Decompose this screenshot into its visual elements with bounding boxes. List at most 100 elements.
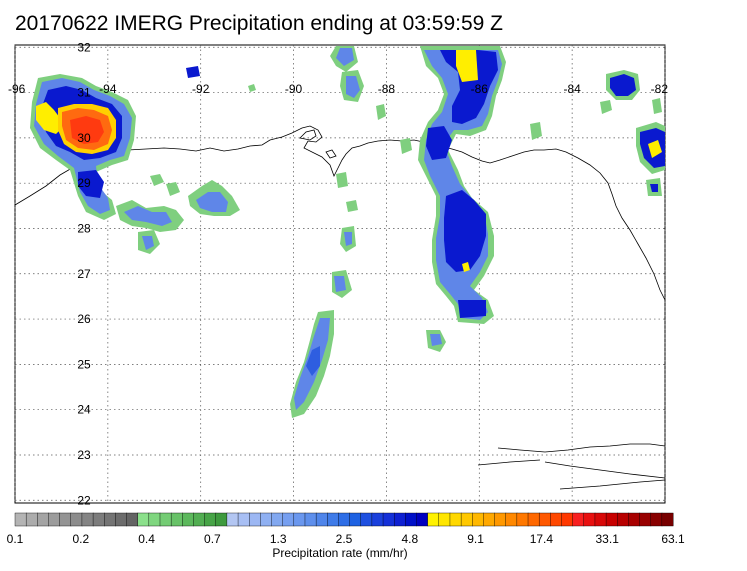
colorbar-swatch bbox=[483, 512, 496, 527]
colorbar-swatch bbox=[639, 512, 652, 527]
colorbar-swatch bbox=[594, 512, 607, 527]
longitude-label: -82 bbox=[651, 82, 669, 96]
colorbar-swatch bbox=[538, 512, 551, 527]
latitude-label: 30 bbox=[77, 131, 91, 145]
colorbar-tick-label: 0.1 bbox=[6, 532, 24, 546]
colorbar-swatch bbox=[382, 512, 395, 527]
latitude-label: 24 bbox=[77, 403, 91, 417]
colorbar-swatch bbox=[460, 512, 473, 527]
colorbar-swatch bbox=[92, 512, 105, 527]
colorbar-swatch bbox=[260, 512, 273, 527]
colorbar-swatch bbox=[148, 512, 161, 527]
colorbar-swatch bbox=[516, 512, 529, 527]
longitude-label: -86 bbox=[471, 82, 489, 96]
colorbar-swatch bbox=[48, 512, 61, 527]
colorbar-swatch bbox=[472, 512, 484, 527]
colorbar-swatch bbox=[25, 512, 38, 527]
colorbar-tick-label: 0.2 bbox=[72, 532, 90, 546]
latitude-label: 26 bbox=[77, 312, 91, 326]
longitude-labels: -96 -94 -92 -90 -88 -86 -84 -82 bbox=[8, 82, 668, 96]
colorbar-swatch bbox=[449, 512, 462, 527]
colorbar-swatch bbox=[237, 512, 250, 527]
colorbar-swatch bbox=[438, 512, 451, 527]
latitude-label: 28 bbox=[77, 221, 91, 235]
colorbar-swatch bbox=[527, 512, 540, 527]
colorbar-swatch bbox=[249, 512, 261, 527]
latitude-label: 31 bbox=[77, 86, 91, 100]
precip-outline-west-2 bbox=[78, 170, 104, 198]
colorbar-swatch bbox=[494, 512, 507, 527]
colorbar-swatch bbox=[115, 512, 128, 527]
colorbar-tick-label: 9.1 bbox=[467, 532, 484, 546]
colorbar-swatch bbox=[282, 512, 295, 527]
colorbar-swatch bbox=[661, 512, 674, 527]
colorbar-tick-label: 33.1 bbox=[595, 532, 619, 546]
colorbar-swatch bbox=[137, 512, 150, 527]
colorbar-swatch bbox=[226, 512, 239, 527]
colorbar-swatch bbox=[215, 512, 228, 527]
colorbar-swatch bbox=[360, 512, 373, 527]
map-title: 20170622 IMERG Precipitation ending at 0… bbox=[15, 12, 503, 35]
colorbar-swatch bbox=[271, 512, 284, 527]
colorbar-tick-label: 1.3 bbox=[269, 532, 287, 546]
longitude-label: -90 bbox=[285, 82, 303, 96]
colorbar-swatch bbox=[427, 512, 440, 527]
colorbar-tick-label: 63.1 bbox=[661, 532, 685, 546]
colorbar-swatch bbox=[59, 512, 72, 527]
colorbar-swatch bbox=[650, 512, 663, 527]
colorbar-swatch bbox=[14, 512, 27, 527]
precip-cells bbox=[30, 46, 665, 418]
latitude-label: 22 bbox=[77, 493, 91, 507]
longitude-label: -94 bbox=[99, 82, 117, 96]
colorbar-swatch bbox=[81, 512, 94, 527]
longitude-label: -96 bbox=[8, 82, 26, 96]
colorbar-swatch bbox=[561, 512, 574, 527]
latitude-label: 29 bbox=[77, 176, 91, 190]
colorbar-swatch bbox=[327, 512, 339, 527]
colorbar-swatch bbox=[583, 512, 596, 527]
longitude-label: -92 bbox=[192, 82, 210, 96]
colorbar-swatch bbox=[126, 512, 139, 527]
colorbar-swatch bbox=[338, 512, 351, 527]
colorbar-swatch bbox=[349, 512, 362, 527]
colorbar-swatch bbox=[505, 512, 518, 527]
precip-intense-west-core bbox=[70, 116, 104, 144]
colorbar-swatch bbox=[37, 512, 49, 527]
colorbar-swatch bbox=[104, 512, 116, 527]
precip-heavy-west bbox=[36, 102, 62, 134]
colorbar-swatch bbox=[193, 512, 206, 527]
latitude-label: 25 bbox=[77, 357, 91, 371]
colorbar-swatch bbox=[550, 512, 562, 527]
colorbar-swatch bbox=[315, 512, 328, 527]
colorbar-tick-label: 0.7 bbox=[204, 532, 221, 546]
colorbar-tick-label: 17.4 bbox=[529, 532, 554, 546]
longitude-label: -88 bbox=[378, 82, 396, 96]
colorbar-swatch bbox=[170, 512, 183, 527]
colorbar-swatch bbox=[572, 512, 585, 527]
latitude-label: 32 bbox=[77, 40, 91, 54]
colorbar-tick-label: 0.4 bbox=[138, 532, 155, 546]
colorbar bbox=[14, 512, 674, 527]
colorbar-swatch bbox=[204, 512, 217, 527]
colorbar-swatch bbox=[371, 512, 384, 527]
colorbar-swatch bbox=[304, 512, 317, 527]
longitude-label: -84 bbox=[563, 82, 581, 96]
colorbar-swatch bbox=[416, 512, 429, 527]
colorbar-swatch bbox=[70, 512, 83, 527]
colorbar-tick-label: 2.5 bbox=[335, 532, 353, 546]
coastline bbox=[14, 125, 666, 490]
colorbar-swatch bbox=[159, 512, 172, 527]
latitude-label: 23 bbox=[77, 448, 91, 462]
colorbar-tick-label: 4.8 bbox=[401, 532, 419, 546]
colorbar-swatch bbox=[605, 512, 618, 527]
colorbar-swatch bbox=[617, 512, 629, 527]
colorbar-swatch bbox=[393, 512, 406, 527]
latitude-label: 27 bbox=[77, 267, 91, 281]
colorbar-swatch bbox=[405, 512, 417, 527]
colorbar-swatch bbox=[628, 512, 641, 527]
latitude-labels: 32 31 30 29 28 27 26 25 24 23 22 bbox=[77, 40, 91, 507]
colorbar-swatch bbox=[293, 512, 306, 527]
colorbar-title: Precipitation rate (mm/hr) bbox=[272, 546, 408, 560]
colorbar-swatch bbox=[182, 512, 194, 527]
